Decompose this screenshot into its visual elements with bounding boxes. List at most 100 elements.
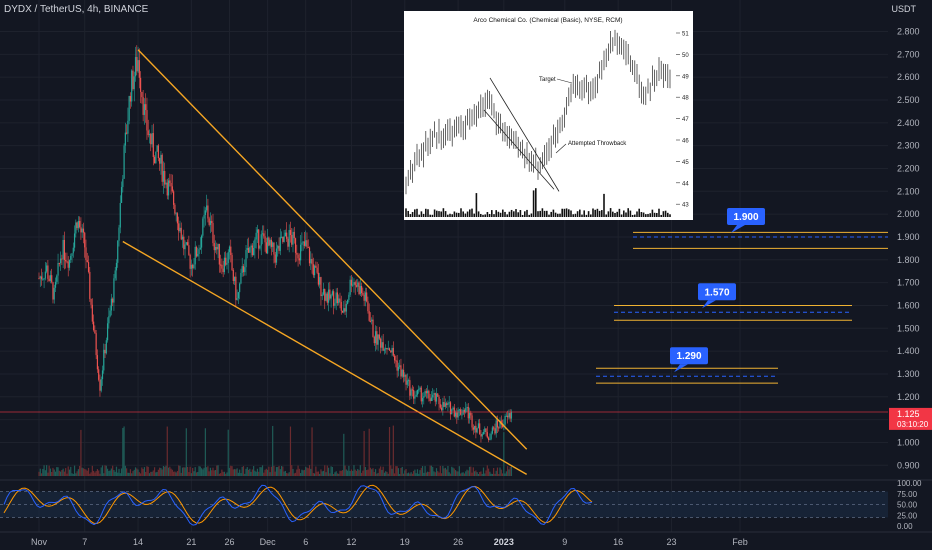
inset-tick-label: 45 — [682, 160, 689, 166]
candle-body — [307, 247, 309, 249]
volume-bar — [103, 473, 105, 476]
candle-body — [148, 134, 151, 136]
candle-body — [432, 394, 434, 398]
candle-body — [496, 420, 499, 428]
volume-bar — [190, 473, 192, 476]
candle-body — [264, 236, 266, 243]
volume-bar — [265, 468, 267, 476]
candle-body — [353, 282, 355, 285]
oscillator-d-line — [3, 484, 593, 525]
volume-bar — [73, 465, 76, 476]
volume-bar — [322, 470, 325, 476]
candle-body — [297, 254, 299, 259]
volume-bar — [118, 468, 120, 476]
candle-body — [94, 330, 96, 334]
candle-body — [56, 275, 58, 282]
candle-body — [424, 391, 426, 397]
volume-bar — [432, 466, 434, 476]
candle-body — [288, 230, 290, 247]
time-tick-label: 14 — [133, 537, 143, 547]
volume-bar — [399, 473, 401, 476]
volume-bar — [43, 465, 45, 476]
volume-bar — [362, 470, 364, 476]
volume-bar — [500, 469, 502, 476]
candle-body — [355, 285, 358, 287]
volume-bar — [453, 468, 455, 476]
candle-body — [475, 425, 477, 433]
volume-bar — [372, 468, 374, 476]
inset-volume-bar — [475, 193, 478, 217]
candle-body — [416, 389, 419, 395]
candle-body — [209, 220, 212, 225]
candle-body — [405, 374, 407, 385]
candle-body — [211, 220, 213, 224]
volume-bar — [476, 472, 478, 476]
candle-body — [241, 266, 243, 273]
candle-body — [362, 293, 364, 295]
candle-body — [377, 334, 379, 345]
inset-annotation-pointer — [555, 143, 567, 154]
volume-bar — [316, 471, 318, 476]
volume-bar — [101, 465, 104, 476]
volume-bar — [242, 466, 245, 476]
candle-body — [468, 412, 471, 419]
volume-bar — [425, 472, 427, 476]
volume-bar — [430, 465, 433, 476]
volume-bar — [503, 432, 505, 476]
candle-body — [73, 233, 76, 248]
candle-body — [129, 95, 132, 102]
time-axis: Nov 7 14 21 26 Dec 6 12 19 26 2023 9 16 23 Feb — [0, 531, 932, 547]
volume-bar — [59, 471, 62, 476]
candle-body — [388, 348, 391, 351]
volume-bar — [300, 473, 302, 476]
volume-bar — [479, 471, 481, 476]
volume-bar — [63, 471, 65, 476]
volume-bar — [185, 428, 187, 476]
volume-bar — [100, 467, 102, 476]
candle-body — [322, 288, 325, 295]
candle-body — [98, 369, 100, 380]
candle-body — [146, 110, 148, 131]
inset-volume-bar — [517, 212, 519, 217]
candle-body — [101, 370, 104, 380]
candle-body — [301, 242, 303, 245]
candle-body — [167, 180, 170, 196]
inset-tick-label: 50 — [682, 53, 689, 59]
oscillator-tick-label: 50.00 — [897, 501, 918, 510]
candle-body — [305, 240, 307, 246]
candle-body — [324, 288, 326, 301]
target-label-text: 1.290 — [676, 351, 701, 362]
volume-bar — [336, 473, 339, 476]
candle-body — [47, 265, 49, 279]
volume-bar — [404, 470, 406, 476]
volume-bar — [467, 470, 469, 476]
candle-body — [67, 261, 69, 268]
volume-bar — [260, 467, 262, 476]
volume-bar — [321, 471, 323, 476]
volume-bar — [65, 468, 67, 476]
inset-volume-bar — [612, 211, 614, 217]
inset-volume-bar — [592, 208, 594, 217]
candle-body — [54, 281, 57, 288]
candle-body — [218, 243, 220, 265]
candle-body — [446, 403, 448, 406]
candle-body — [246, 247, 248, 250]
currency-label: USDT — [891, 4, 917, 14]
price-tick-label: 2.000 — [897, 209, 920, 219]
price-tick-label: 1.600 — [897, 300, 920, 310]
candle-body — [138, 60, 140, 78]
volume-bar — [164, 466, 166, 476]
candle-body — [349, 279, 351, 295]
volume-bar — [53, 469, 55, 476]
candle-body — [52, 282, 54, 300]
inset-volume-bar — [444, 211, 447, 217]
candle-body — [508, 413, 510, 418]
volume-bar — [418, 473, 420, 476]
volume-bar — [286, 473, 288, 476]
volume-bar — [317, 471, 319, 476]
volume-bar — [466, 469, 468, 476]
inset-volume-bar — [579, 209, 581, 217]
candle-body — [465, 408, 467, 413]
inset-volume-bar — [609, 208, 612, 217]
